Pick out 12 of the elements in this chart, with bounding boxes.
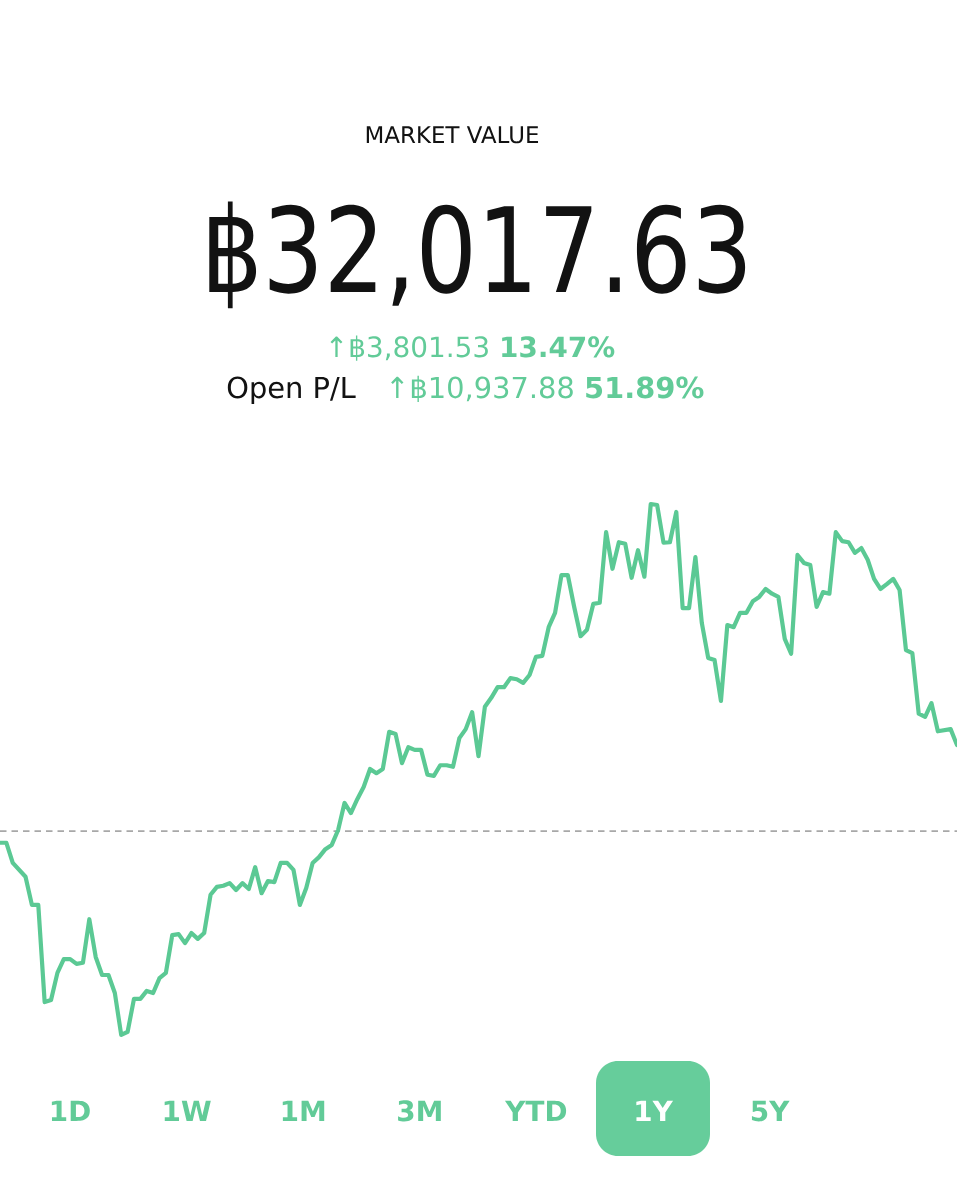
- text: ↑฿3,801.53 13.47%: [330, 335, 615, 361]
- chart-title: MARKET VALUE: [366, 126, 539, 144]
- text: 1D: [51, 1100, 90, 1121]
- text: YTD: [504, 1100, 567, 1121]
- text: 1W: [164, 1100, 211, 1121]
- text: 1Y: [636, 1100, 674, 1121]
- chart-subtitle: ฿32,017.63: [209, 201, 746, 309]
- text: 3M: [398, 1100, 441, 1122]
- text: ↑฿10,937.88 51.89%: [391, 375, 704, 402]
- text: Open P/L: [227, 376, 356, 405]
- text: 1M: [282, 1100, 325, 1121]
- text: 5Y: [751, 1100, 790, 1122]
